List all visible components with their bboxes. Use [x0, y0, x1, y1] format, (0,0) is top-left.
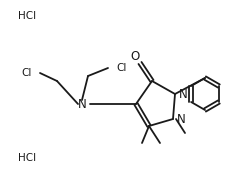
Text: N: N	[179, 87, 188, 100]
Text: Cl: Cl	[116, 63, 126, 73]
Text: N: N	[78, 97, 86, 111]
Text: Cl: Cl	[22, 68, 32, 78]
Text: HCl: HCl	[18, 153, 36, 163]
Text: N: N	[177, 112, 186, 125]
Text: HCl: HCl	[18, 11, 36, 21]
Text: O: O	[130, 49, 140, 62]
